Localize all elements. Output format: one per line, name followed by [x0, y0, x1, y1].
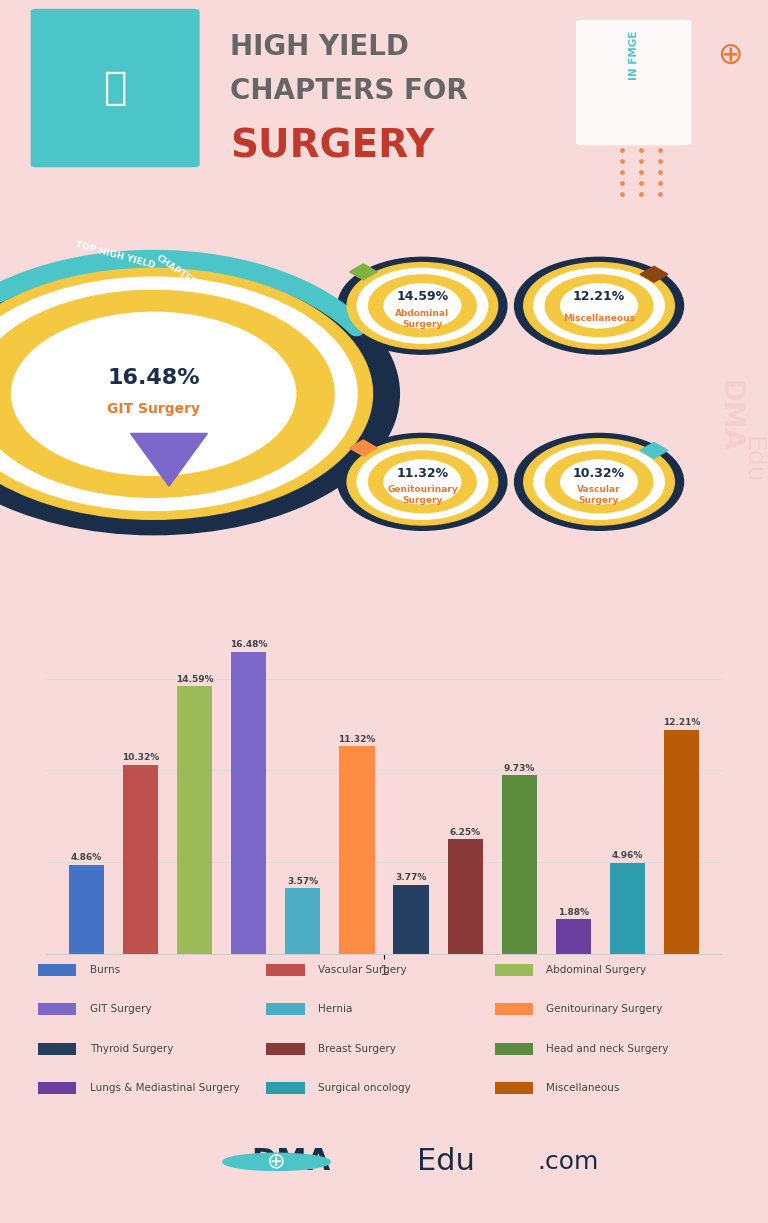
Bar	[610, 863, 645, 954]
Text: Hernia: Hernia	[318, 1004, 353, 1014]
Bar	[266, 1082, 304, 1095]
Bar	[393, 884, 429, 954]
Text: Vascular Surgery: Vascular Surgery	[318, 965, 407, 975]
Polygon shape	[131, 433, 207, 487]
Text: 4.86%: 4.86%	[71, 852, 102, 862]
Text: HIGH YIELD: HIGH YIELD	[230, 33, 409, 61]
Circle shape	[384, 460, 461, 504]
Text: CHAPTER: CHAPTER	[155, 253, 198, 287]
Circle shape	[561, 284, 637, 328]
Circle shape	[545, 451, 653, 512]
Circle shape	[524, 263, 674, 349]
Bar	[38, 1082, 77, 1095]
Text: Miscellaneous: Miscellaneous	[547, 1084, 620, 1093]
Bar	[266, 1003, 304, 1015]
Text: ⊕: ⊕	[717, 40, 743, 70]
Text: 14.59%: 14.59%	[176, 675, 214, 684]
Text: 🧤: 🧤	[104, 68, 127, 108]
FancyBboxPatch shape	[31, 9, 200, 168]
Bar	[38, 1003, 77, 1015]
Text: 3.77%: 3.77%	[396, 873, 427, 882]
Text: 12.21%: 12.21%	[663, 718, 700, 728]
Circle shape	[0, 278, 357, 510]
Circle shape	[347, 263, 498, 349]
Text: Thyroid Surgery: Thyroid Surgery	[91, 1043, 174, 1054]
Text: Burns: Burns	[91, 965, 121, 975]
Circle shape	[524, 439, 674, 525]
Text: IN FMGE: IN FMGE	[628, 31, 639, 79]
Bar	[231, 652, 266, 954]
Text: ⊕: ⊕	[267, 1152, 286, 1172]
Bar	[448, 839, 482, 954]
Bar	[495, 964, 532, 976]
Circle shape	[561, 460, 637, 504]
Bar	[495, 1082, 532, 1095]
Text: Breast Surgery: Breast Surgery	[318, 1043, 396, 1054]
Text: Vascular
Surgery: Vascular Surgery	[578, 486, 621, 505]
Circle shape	[338, 433, 507, 531]
Polygon shape	[349, 264, 377, 280]
Text: 16.48%: 16.48%	[230, 640, 267, 649]
Circle shape	[0, 268, 372, 520]
Text: TOP HIGH YIELD: TOP HIGH YIELD	[74, 240, 156, 270]
Polygon shape	[641, 267, 668, 283]
Text: Surgical oncology: Surgical oncology	[318, 1084, 411, 1093]
Bar	[286, 888, 320, 954]
Text: 11.32%: 11.32%	[338, 735, 376, 744]
Text: .com: .com	[538, 1150, 599, 1174]
Polygon shape	[641, 443, 668, 459]
Text: 4.96%: 4.96%	[611, 851, 643, 860]
Text: 10.32%: 10.32%	[573, 466, 625, 479]
Text: 16.48%: 16.48%	[108, 368, 200, 389]
Text: 10.32%: 10.32%	[122, 753, 159, 762]
Text: 11.32%: 11.32%	[396, 466, 449, 479]
Text: 1.88%: 1.88%	[558, 907, 589, 917]
Circle shape	[347, 439, 498, 525]
Circle shape	[369, 451, 476, 512]
Circle shape	[369, 275, 476, 336]
Circle shape	[223, 1153, 330, 1170]
Text: Lungs & Mediastinal Surgery: Lungs & Mediastinal Surgery	[91, 1084, 240, 1093]
Circle shape	[515, 257, 684, 355]
Circle shape	[534, 268, 664, 344]
Text: 9.73%: 9.73%	[504, 763, 535, 773]
Bar	[38, 1043, 77, 1054]
Circle shape	[515, 433, 684, 531]
Text: Genitourinary
Surgery: Genitourinary Surgery	[387, 486, 458, 505]
Text: CHAPTERS FOR: CHAPTERS FOR	[230, 77, 468, 105]
Bar	[556, 920, 591, 954]
Circle shape	[338, 257, 507, 355]
Text: GIT Surgery: GIT Surgery	[107, 402, 200, 416]
Bar	[495, 1003, 532, 1015]
Bar	[495, 1043, 532, 1054]
Polygon shape	[349, 440, 377, 456]
Bar	[123, 764, 158, 954]
Circle shape	[545, 275, 653, 336]
Circle shape	[534, 444, 664, 520]
Text: DMA: DMA	[716, 380, 743, 451]
Text: 3.57%: 3.57%	[287, 877, 319, 885]
Circle shape	[384, 284, 461, 328]
Text: 6.25%: 6.25%	[449, 828, 481, 837]
Bar	[502, 775, 537, 954]
Text: Edu: Edu	[740, 437, 765, 483]
FancyBboxPatch shape	[576, 20, 691, 146]
Bar	[266, 1043, 304, 1054]
Text: DMA: DMA	[251, 1147, 330, 1177]
Text: Abdominal
Surgery: Abdominal Surgery	[396, 309, 449, 329]
Text: Miscellaneous: Miscellaneous	[563, 314, 635, 323]
Text: Head and neck Surgery: Head and neck Surgery	[547, 1043, 669, 1054]
Bar	[177, 686, 212, 954]
Text: GIT Surgery: GIT Surgery	[91, 1004, 152, 1014]
Bar	[38, 964, 77, 976]
Text: SURGERY: SURGERY	[230, 127, 435, 165]
Circle shape	[0, 290, 334, 498]
Text: 12.21%: 12.21%	[573, 290, 625, 303]
Bar	[266, 964, 304, 976]
Circle shape	[357, 268, 488, 344]
Text: 14.59%: 14.59%	[396, 290, 449, 303]
Bar	[339, 746, 375, 954]
Bar	[69, 865, 104, 954]
Circle shape	[12, 312, 296, 476]
